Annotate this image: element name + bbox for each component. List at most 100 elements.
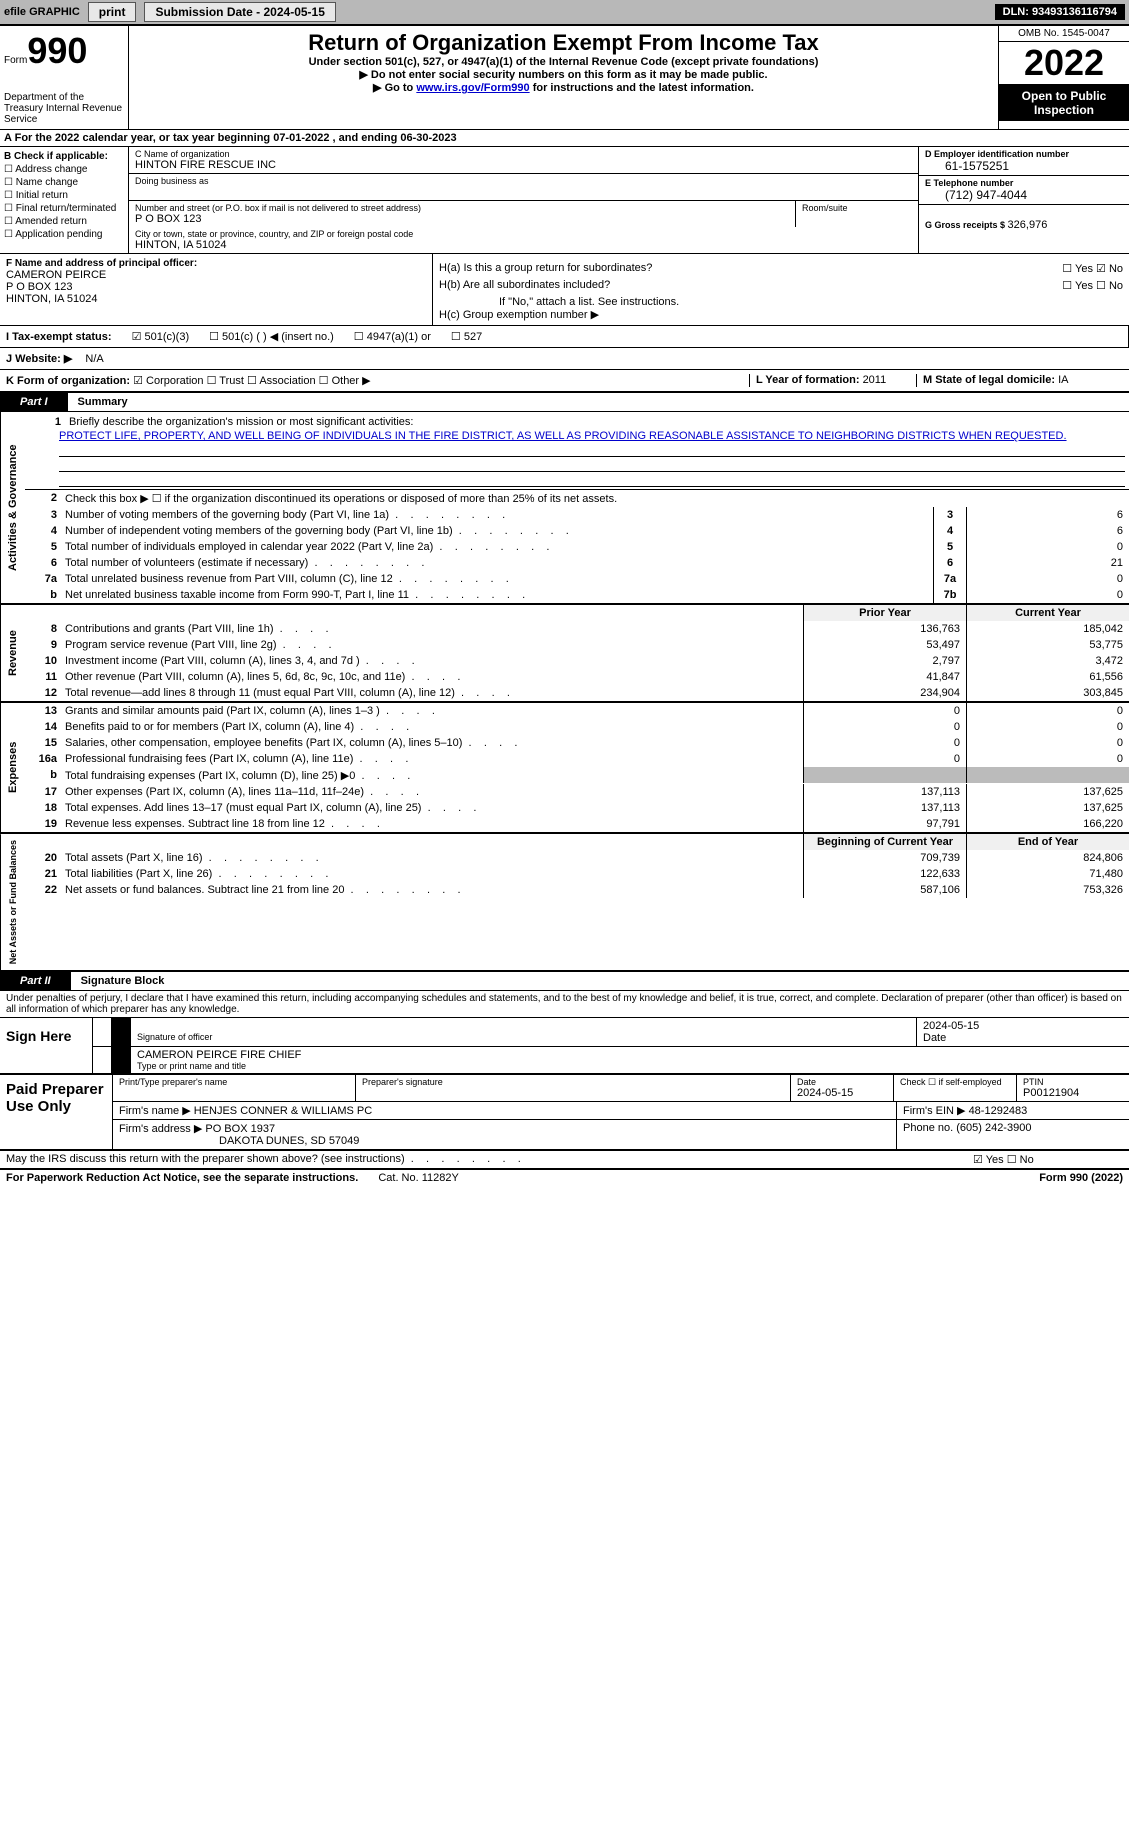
org-city: HINTON, IA 51024	[135, 239, 912, 251]
m-state: M State of legal domicile: IA	[916, 374, 1123, 387]
sig-officer-line: Signature of officer 2024-05-15Date	[93, 1018, 1129, 1047]
h-section: H(a) Is this a group return for subordin…	[433, 254, 1129, 325]
d-ein: D Employer identification number 61-1575…	[919, 147, 1129, 176]
mission-text: PROTECT LIFE, PROPERTY, AND WELL BEING O…	[59, 430, 1125, 442]
print-button[interactable]: print	[88, 2, 137, 22]
side-activities: Activities & Governance	[0, 412, 25, 603]
table-row: 4 Number of independent voting members o…	[25, 523, 1129, 539]
b-opt-3: ☐ Final return/terminated	[4, 203, 124, 214]
part2-header: Part II Signature Block	[0, 972, 1129, 991]
table-row: 17 Other expenses (Part IX, column (A), …	[25, 784, 1129, 800]
footer-center: Cat. No. 11282Y	[378, 1172, 750, 1184]
table-row: 13 Grants and similar amounts paid (Part…	[25, 703, 1129, 719]
footer-left: For Paperwork Reduction Act Notice, see …	[6, 1172, 378, 1184]
h-b: H(b) Are all subordinates included? ☐ Ye…	[439, 279, 1123, 292]
b-header: B Check if applicable:	[4, 151, 124, 162]
section-j: J Website: ▶ N/A	[0, 348, 1129, 370]
dept: Department of the Treasury Internal Reve…	[4, 92, 124, 125]
sign-here-label: Sign Here	[0, 1018, 92, 1073]
table-row: 19 Revenue less expenses. Subtract line …	[25, 816, 1129, 832]
table-row: 14 Benefits paid to or for members (Part…	[25, 719, 1129, 735]
b-opt-1: ☐ Name change	[4, 177, 124, 188]
part2-tab: Part II	[0, 972, 71, 990]
table-row: 9 Program service revenue (Part VIII, li…	[25, 637, 1129, 653]
arrow-icon	[93, 1018, 131, 1046]
part1-tab: Part I	[0, 393, 68, 411]
col-b: B Check if applicable: ☐ Address change …	[0, 147, 129, 253]
side-expenses: Expenses	[0, 703, 25, 832]
section-i: I Tax-exempt status: ☑ 501(c)(3) ☐ 501(c…	[0, 326, 1129, 348]
table-row: 6 Total number of volunteers (estimate i…	[25, 555, 1129, 571]
dln: DLN: 93493136116794	[995, 4, 1125, 20]
table-row: b Net unrelated business taxable income …	[25, 587, 1129, 603]
header-right: OMB No. 1545-0047 2022 Open to Public In…	[998, 26, 1129, 129]
netassets-header: Beginning of Current Year End of Year	[25, 834, 1129, 850]
expenses-section: Expenses 13 Grants and similar amounts p…	[0, 703, 1129, 834]
side-revenue: Revenue	[0, 605, 25, 701]
irs-link[interactable]: www.irs.gov/Form990	[416, 82, 529, 94]
table-row: 10 Investment income (Part VIII, column …	[25, 653, 1129, 669]
table-row: 7a Total unrelated business revenue from…	[25, 571, 1129, 587]
header-left: Form990 Department of the Treasury Inter…	[0, 26, 129, 129]
col-c: C Name of organization HINTON FIRE RESCU…	[129, 147, 918, 253]
h-a: H(a) Is this a group return for subordin…	[439, 262, 1123, 275]
table-row: 11 Other revenue (Part VIII, column (A),…	[25, 669, 1129, 685]
revenue-section: Revenue Prior Year Current Year 8 Contri…	[0, 605, 1129, 703]
table-row: 21 Total liabilities (Part X, line 26) 1…	[25, 866, 1129, 882]
b-opt-0: ☐ Address change	[4, 164, 124, 175]
subtitle-3: ▶ Go to www.irs.gov/Form990 for instruct…	[133, 81, 994, 94]
org-name: HINTON FIRE RESCUE INC	[135, 159, 912, 171]
open-inspection: Open to Public Inspection	[999, 85, 1129, 121]
c-dba-row: Doing business as	[129, 174, 918, 201]
h-note: If "No," attach a list. See instructions…	[499, 296, 1123, 308]
omb: OMB No. 1545-0047	[999, 26, 1129, 42]
footer-right: Form 990 (2022)	[751, 1172, 1123, 1184]
l-year: L Year of formation: 2011	[749, 374, 916, 387]
prep-row-2: Firm's name ▶ HENJES CONNER & WILLIAMS P…	[113, 1102, 1129, 1120]
form-number: 990	[27, 30, 87, 71]
table-row: 3 Number of voting members of the govern…	[25, 507, 1129, 523]
signature-block: Under penalties of perjury, I declare th…	[0, 991, 1129, 1075]
org-address: P O BOX 123	[135, 213, 789, 225]
sig-name-line: CAMERON PEIRCE FIRE CHIEFType or print n…	[93, 1047, 1129, 1073]
b-opt-2: ☐ Initial return	[4, 190, 124, 201]
topbar: efile GRAPHIC print Submission Date - 20…	[0, 0, 1129, 26]
f-officer: F Name and address of principal officer:…	[0, 254, 433, 325]
k-form-org: K Form of organization: ☑ Corporation ☐ …	[6, 374, 749, 387]
sig-declaration: Under penalties of perjury, I declare th…	[0, 991, 1129, 1018]
side-netassets: Net Assets or Fund Balances	[0, 834, 25, 970]
table-row: 22 Net assets or fund balances. Subtract…	[25, 882, 1129, 898]
form-title: Return of Organization Exempt From Incom…	[133, 30, 994, 56]
c-addr-row: Number and street (or P.O. box if mail i…	[129, 201, 918, 227]
line-a: A For the 2022 calendar year, or tax yea…	[0, 130, 1129, 147]
b-opt-4: ☐ Amended return	[4, 216, 124, 227]
header-center: Return of Organization Exempt From Incom…	[129, 26, 998, 129]
form-word: Form	[4, 55, 27, 66]
c-city-row: City or town, state or province, country…	[129, 227, 918, 253]
arrow-icon	[93, 1047, 131, 1073]
section-fh: F Name and address of principal officer:…	[0, 254, 1129, 326]
efile-label: efile GRAPHIC	[4, 6, 80, 18]
table-row: b Total fundraising expenses (Part IX, c…	[25, 767, 1129, 784]
table-row: 12 Total revenue—add lines 8 through 11 …	[25, 685, 1129, 701]
submission-date-button[interactable]: Submission Date - 2024-05-15	[144, 2, 335, 22]
part1-name: Summary	[68, 396, 128, 408]
preparer-label: Paid Preparer Use Only	[0, 1075, 112, 1149]
prep-row-3: Firm's address ▶ PO BOX 1937DAKOTA DUNES…	[113, 1120, 1129, 1149]
mission-block: 1Briefly describe the organization's mis…	[25, 412, 1129, 490]
table-row: 8 Contributions and grants (Part VIII, l…	[25, 621, 1129, 637]
revenue-header: Prior Year Current Year	[25, 605, 1129, 621]
form-header: Form990 Department of the Treasury Inter…	[0, 26, 1129, 130]
table-row: 16a Professional fundraising fees (Part …	[25, 751, 1129, 767]
activities-section: Activities & Governance 1Briefly describ…	[0, 412, 1129, 605]
footer-question: May the IRS discuss this return with the…	[0, 1151, 1129, 1170]
subtitle-1: Under section 501(c), 527, or 4947(a)(1)…	[133, 56, 994, 68]
subtitle-2: ▶ Do not enter social security numbers o…	[133, 68, 994, 81]
section-klm: K Form of organization: ☑ Corporation ☐ …	[0, 370, 1129, 393]
part1-header: Part I Summary	[0, 393, 1129, 412]
table-row: 18 Total expenses. Add lines 13–17 (must…	[25, 800, 1129, 816]
tax-year: 2022	[999, 42, 1129, 85]
col-d: D Employer identification number 61-1575…	[918, 147, 1129, 253]
prep-row-1: Print/Type preparer's name Preparer's si…	[113, 1075, 1129, 1102]
b-opt-5: ☐ Application pending	[4, 229, 124, 240]
